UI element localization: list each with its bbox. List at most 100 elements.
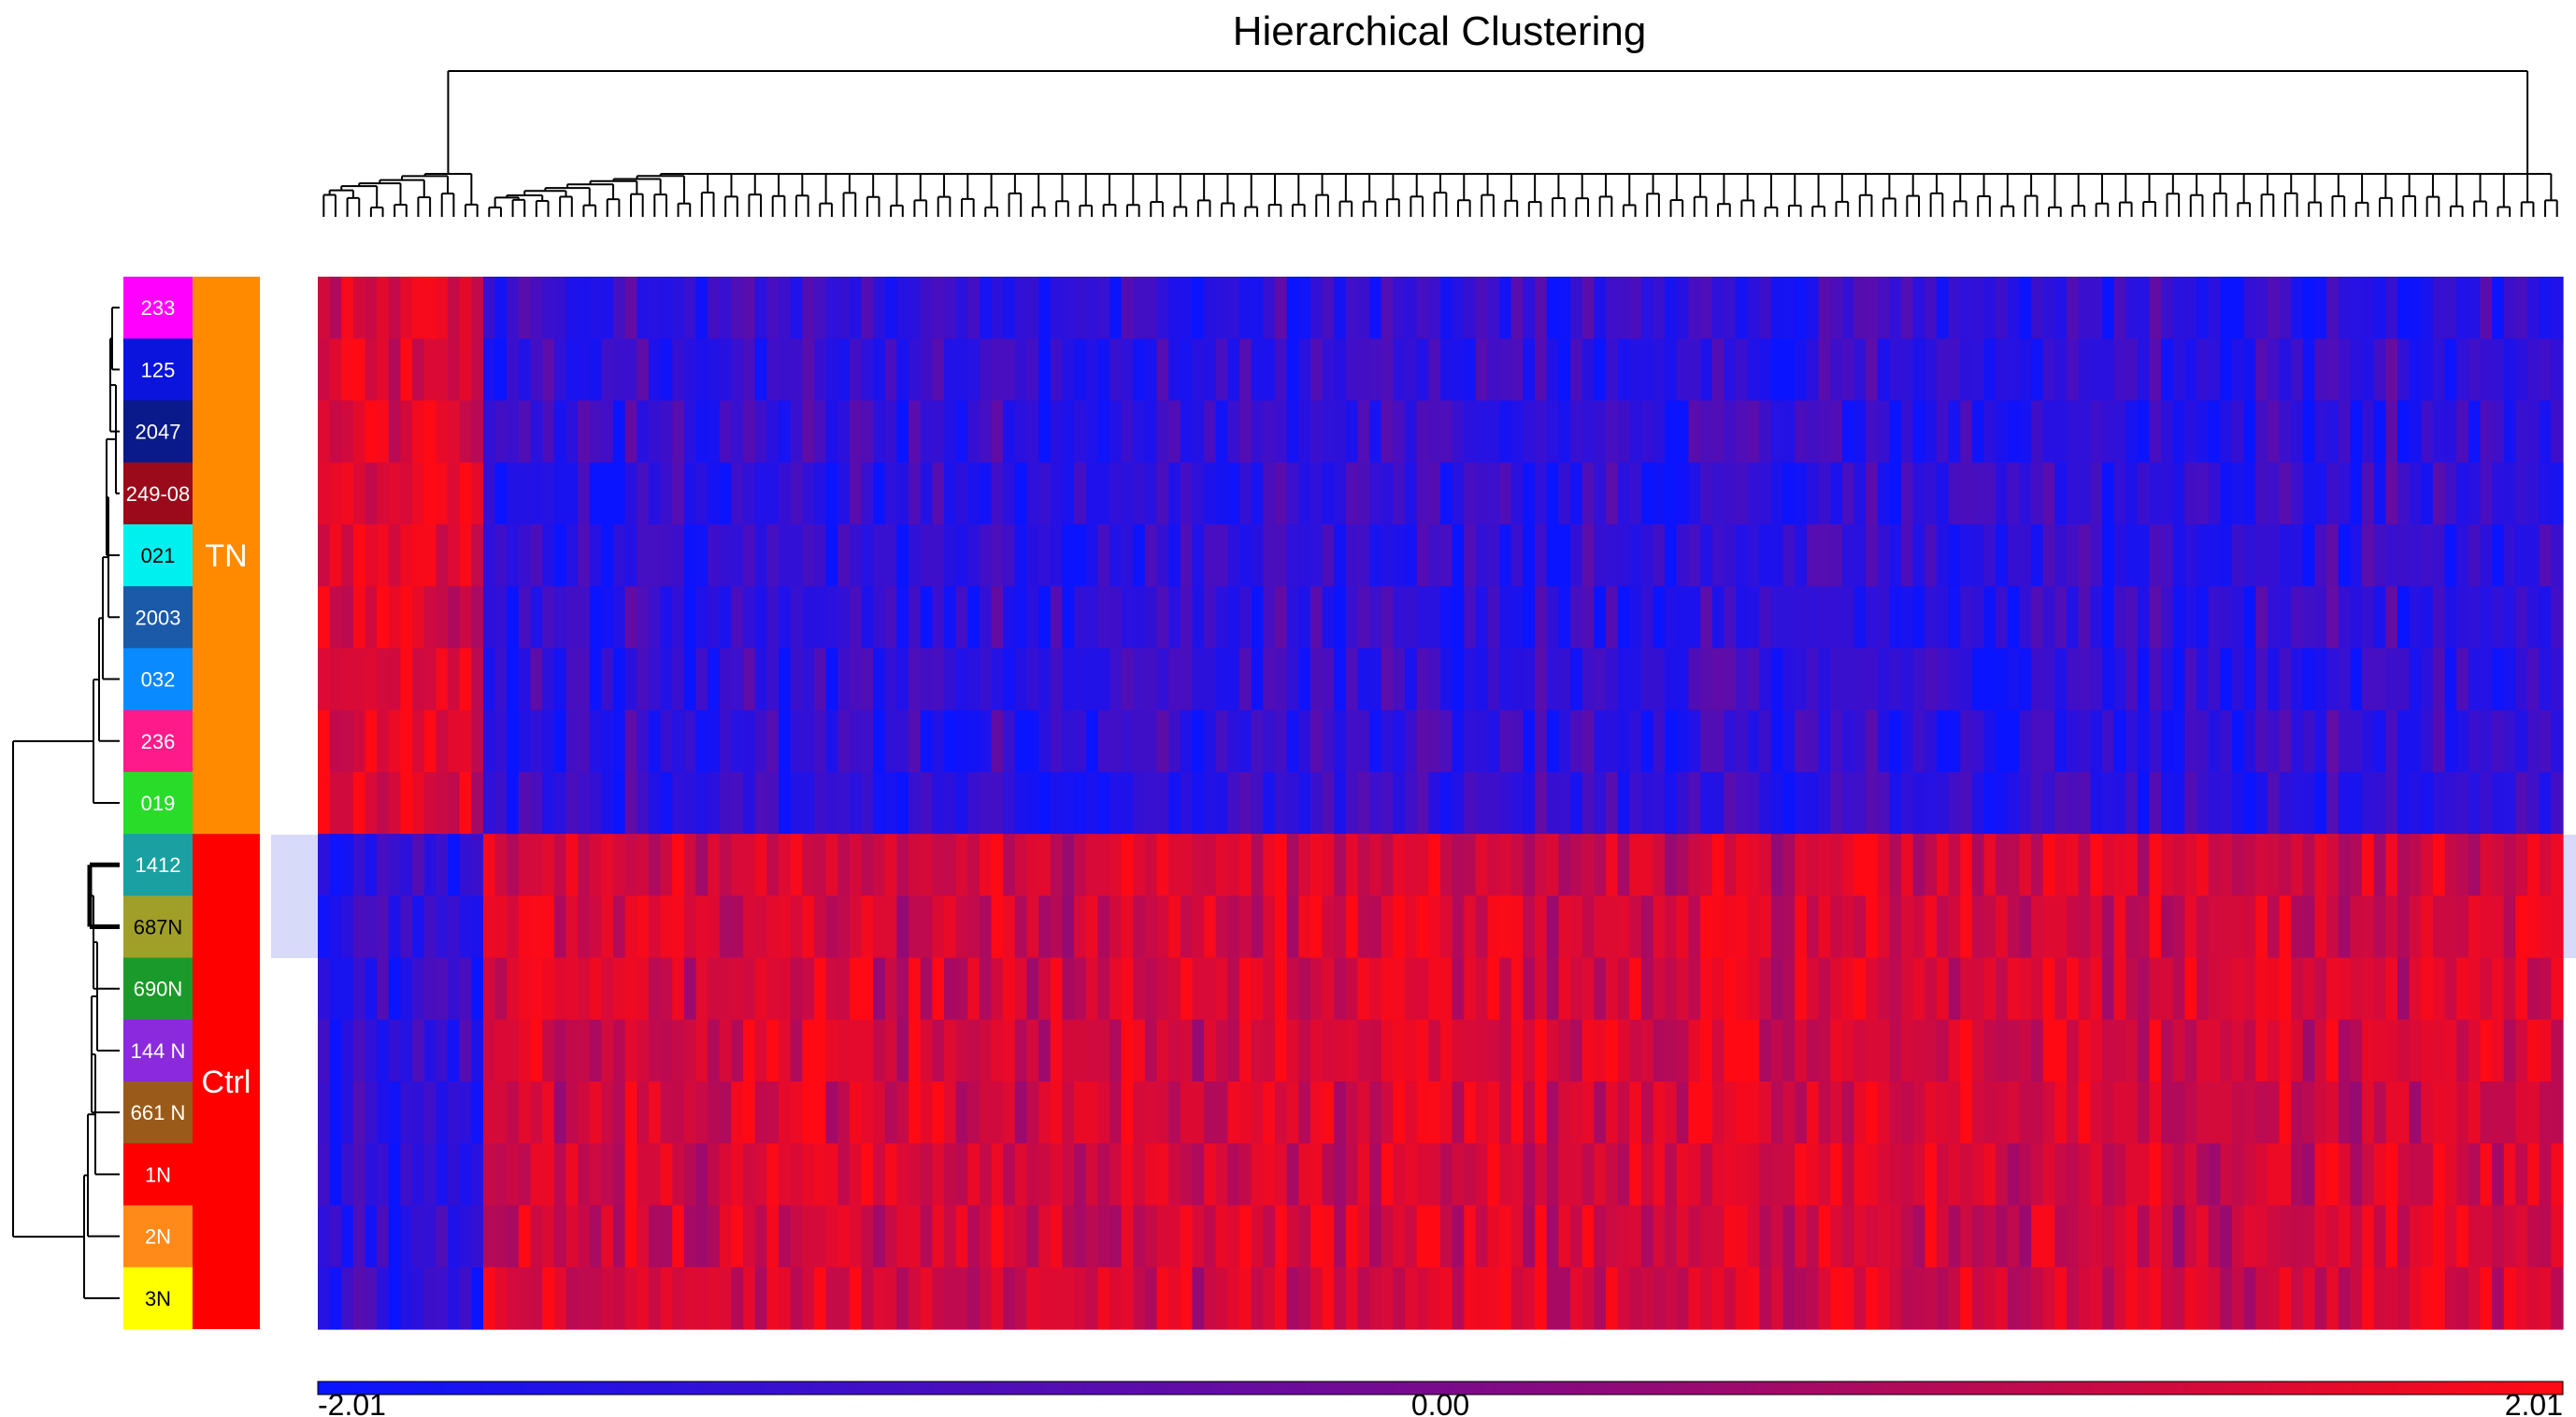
- heatmap-cell: [2503, 523, 2517, 587]
- heatmap-cell: [944, 338, 957, 402]
- heatmap-cell: [1546, 1205, 1560, 1268]
- heatmap-cell: [2255, 834, 2268, 896]
- heatmap-cell: [672, 771, 685, 835]
- heatmap-cell: [1369, 648, 1382, 711]
- heatmap-cell: [802, 277, 815, 339]
- heatmap-cell: [1452, 1081, 1465, 1144]
- heatmap-cell: [1983, 1205, 1996, 1268]
- heatmap-cell: [1322, 771, 1335, 835]
- heatmap-cell: [1558, 1081, 1571, 1144]
- heatmap-cell: [967, 400, 980, 464]
- heatmap-cell: [1558, 1267, 1571, 1330]
- heatmap-cell: [1700, 1267, 1713, 1330]
- heatmap-cell: [2291, 400, 2304, 464]
- heatmap-cell: [1688, 277, 1701, 339]
- heatmap-cell: [1109, 957, 1123, 1021]
- heatmap-cell: [2184, 895, 2197, 959]
- heatmap-cell: [1605, 709, 1619, 773]
- heatmap-cell: [2113, 771, 2126, 835]
- heatmap-cell: [1535, 834, 1548, 896]
- heatmap-cell: [1782, 338, 1796, 402]
- heatmap-cell: [2243, 1267, 2256, 1330]
- heatmap-cell: [1936, 957, 1950, 1021]
- heatmap-cell: [482, 338, 496, 402]
- heatmap-cell: [1251, 1081, 1264, 1144]
- heatmap-cell: [2302, 895, 2316, 959]
- heatmap-cell: [1263, 709, 1276, 773]
- heatmap-cell: [2432, 771, 2446, 835]
- heatmap-cell: [1665, 709, 1678, 773]
- heatmap-cell: [1688, 895, 1701, 959]
- heatmap-cell: [2172, 1019, 2186, 1082]
- heatmap-cell: [1144, 523, 1158, 587]
- heatmap-cell: [1523, 523, 1536, 587]
- heatmap-cell: [1168, 648, 1181, 711]
- heatmap-cell: [1629, 338, 1642, 402]
- heatmap-cell: [660, 1267, 673, 1330]
- heatmap-cell: [1487, 400, 1500, 464]
- heatmap-cell: [991, 586, 1004, 650]
- sample-label: 233: [141, 296, 176, 320]
- heatmap-cell: [518, 586, 532, 650]
- heatmap-cell: [436, 586, 449, 650]
- heatmap-cell: [613, 648, 626, 711]
- heatmap-cell: [1215, 462, 1229, 525]
- heatmap-cell: [2539, 1081, 2552, 1144]
- heatmap-cell: [1605, 895, 1619, 959]
- heatmap-cell: [1581, 462, 1595, 525]
- heatmap-cell: [2208, 1205, 2221, 1268]
- heatmap-cell: [2515, 338, 2528, 402]
- sample-swatch: [123, 586, 193, 649]
- heatmap-cell: [1724, 1143, 1737, 1207]
- heatmap-cell: [1062, 709, 1075, 773]
- heatmap-cell: [695, 1205, 708, 1268]
- heatmap-cell: [660, 648, 673, 711]
- heatmap-cell: [1711, 895, 1725, 959]
- heatmap-cell: [884, 523, 898, 587]
- heatmap-cell: [896, 771, 909, 835]
- heatmap-cell: [1215, 1267, 1229, 1330]
- heatmap-cell: [873, 648, 886, 711]
- heatmap-cell: [1736, 338, 1749, 402]
- heatmap-cell: [1215, 1019, 1229, 1082]
- heatmap-cell: [1853, 462, 1867, 525]
- heatmap-cell: [1912, 586, 1925, 650]
- heatmap-cell: [1133, 648, 1146, 711]
- heatmap-cell: [2350, 523, 2363, 587]
- heatmap-cell: [1605, 1081, 1619, 1144]
- heatmap-cell: [1960, 895, 1973, 959]
- heatmap-cell: [1570, 400, 1583, 464]
- heatmap-cell: [1830, 834, 1843, 896]
- heatmap-cell: [1676, 648, 1690, 711]
- heatmap-cell: [1452, 1267, 1465, 1330]
- heatmap-cell: [719, 709, 733, 773]
- heatmap-cell: [1215, 834, 1229, 896]
- heatmap-cell: [423, 771, 437, 835]
- heatmap-cell: [1416, 834, 1429, 896]
- heatmap-cell: [1510, 957, 1524, 1021]
- heatmap-cell: [790, 1019, 803, 1082]
- heatmap-cell: [1227, 957, 1240, 1021]
- heatmap-cell: [660, 1081, 673, 1144]
- heatmap-cell: [2421, 648, 2434, 711]
- heatmap-cell: [1428, 1143, 1441, 1207]
- heatmap-cell: [565, 957, 579, 1021]
- heatmap-cell: [2444, 709, 2457, 773]
- heatmap-cell: [471, 462, 484, 525]
- heatmap-cell: [1996, 523, 2009, 587]
- heatmap-cell: [436, 771, 449, 835]
- heatmap-cell: [2421, 400, 2434, 464]
- heatmap-cell: [1215, 1205, 1229, 1268]
- heatmap-cell: [2067, 523, 2080, 587]
- heatmap-cell: [695, 338, 708, 402]
- heatmap-cell: [1369, 1267, 1382, 1330]
- heatmap-cell: [849, 834, 863, 896]
- heatmap-cell: [1971, 648, 1985, 711]
- heatmap-cell: [1014, 1267, 1028, 1330]
- heatmap-cell: [1912, 1019, 1925, 1082]
- heatmap-cell: [542, 957, 555, 1021]
- heatmap-cell: [920, 1143, 933, 1207]
- heatmap-cell: [849, 338, 863, 402]
- heatmap-cell: [955, 1267, 968, 1330]
- heatmap-cell: [2113, 957, 2126, 1021]
